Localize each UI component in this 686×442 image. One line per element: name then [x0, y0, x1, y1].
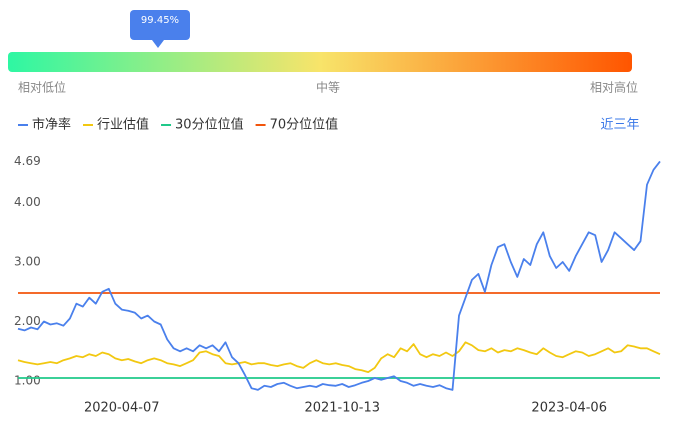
- scale-label: 相对低位: [18, 80, 66, 95]
- tooltip-pointer: [152, 40, 164, 48]
- y-tick-label: 1.00: [14, 374, 41, 388]
- y-tick-label: 2.00: [14, 314, 41, 328]
- legend-label: 市净率: [32, 117, 71, 133]
- gradient-bar: [8, 52, 632, 72]
- scale-label: 相对高位: [590, 80, 638, 95]
- tooltip: [130, 10, 190, 40]
- series-line: [17, 160, 661, 391]
- x-tick-label: 2023-04-06: [531, 401, 607, 416]
- x-tick-label: 2020-04-07: [84, 401, 160, 416]
- x-tick-label: 2021-10-13: [304, 401, 380, 416]
- legend-label: 行业估值: [97, 117, 149, 133]
- y-tick-label: 4.69: [14, 154, 41, 168]
- scale-label: 中等: [316, 80, 340, 95]
- legend-label: 70分位位值: [270, 117, 339, 133]
- legend-label: 30分位位值: [175, 117, 244, 133]
- range-button[interactable]: 近三年: [600, 118, 639, 133]
- tooltip-label: 99.45%: [141, 15, 179, 26]
- y-tick-label: 3.00: [14, 255, 41, 269]
- series-line: [17, 341, 661, 373]
- y-tick-label: 4.00: [14, 195, 41, 209]
